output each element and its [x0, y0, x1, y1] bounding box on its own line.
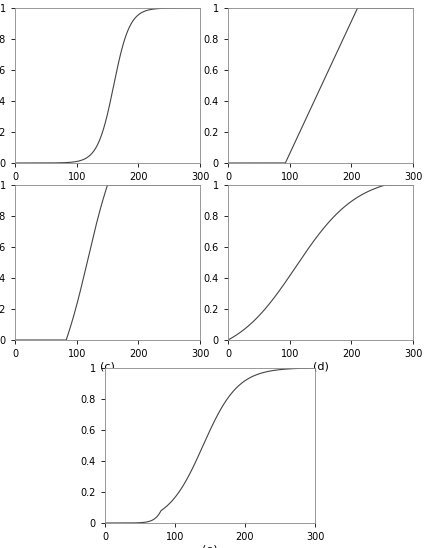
- X-axis label: (c): (c): [100, 362, 115, 372]
- X-axis label: (e): (e): [202, 545, 218, 548]
- X-axis label: (a): (a): [100, 185, 115, 195]
- X-axis label: (d): (d): [313, 362, 328, 372]
- X-axis label: (b): (b): [313, 185, 328, 195]
